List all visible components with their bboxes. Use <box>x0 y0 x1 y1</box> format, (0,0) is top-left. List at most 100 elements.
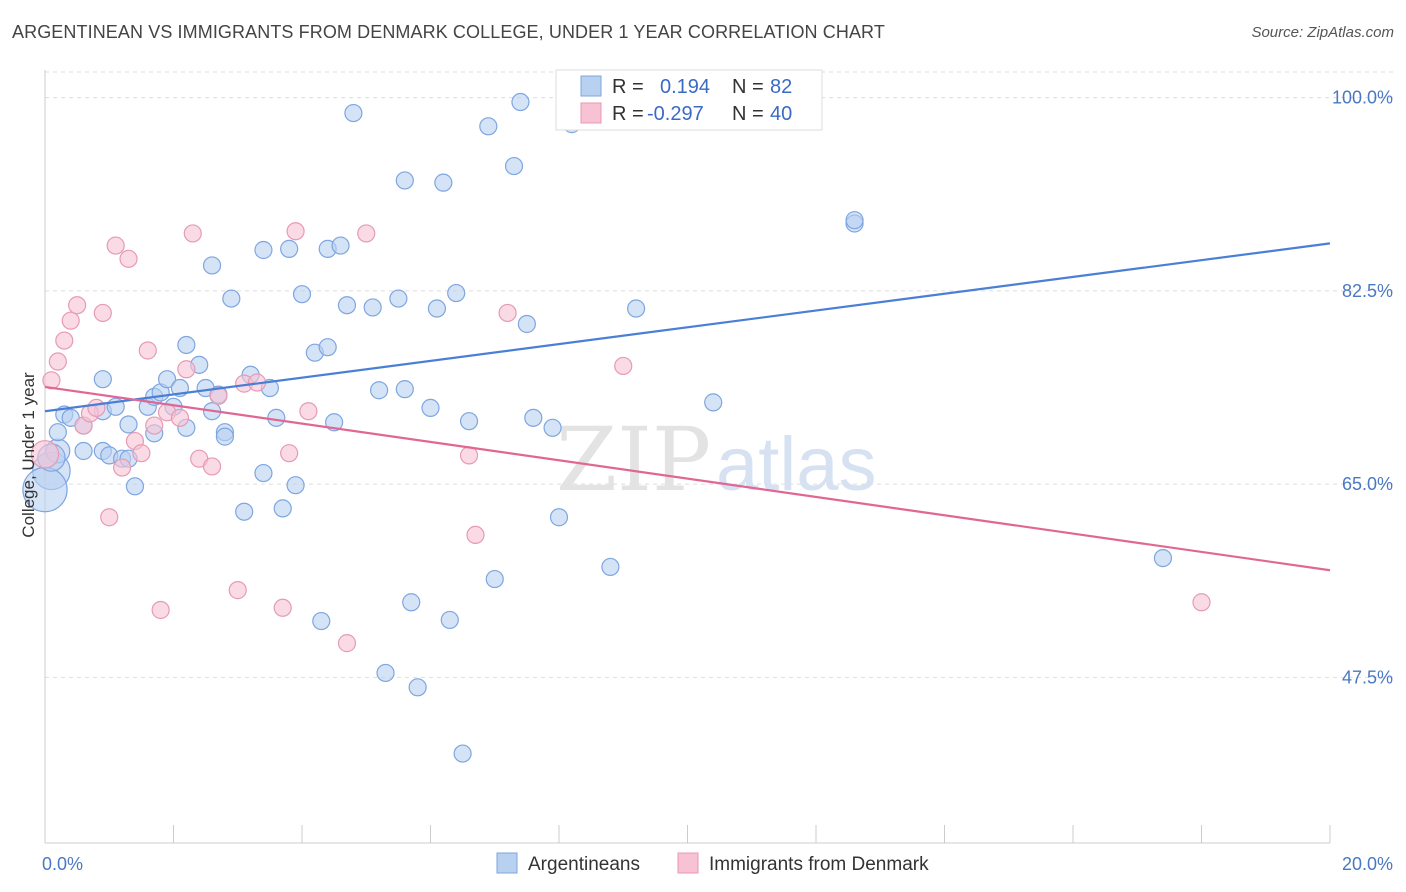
point-argentineans-41 <box>286 476 305 495</box>
point-argentineans-75 <box>626 299 646 318</box>
point-argentineans-27 <box>202 256 222 275</box>
point-argentineans-32 <box>222 289 241 308</box>
point-argentineans-61 <box>434 173 453 192</box>
point-argentineans-60 <box>427 299 447 318</box>
point-argentineans-35 <box>254 463 273 483</box>
point-argentineans-36 <box>254 240 273 260</box>
legend-bottom-swatch-pink <box>677 852 699 874</box>
source-label: Source: ZipAtlas.com <box>1251 24 1394 41</box>
point-argentineans-69 <box>511 92 530 112</box>
legend-swatch-blue <box>580 75 602 97</box>
point-argentineans-79 <box>1153 548 1173 568</box>
point-denmark-33 <box>337 634 357 653</box>
point-denmark-32 <box>299 402 318 421</box>
legend-r-label-2: R = <box>612 103 644 125</box>
legend-bottom-label-blue: Argentineans <box>528 854 640 875</box>
point-argentineans-55 <box>395 171 414 190</box>
point-denmark-35 <box>459 446 479 465</box>
watermark-atlas: atlas <box>716 422 877 507</box>
y-tick-label-0: 100.0% <box>1332 88 1393 108</box>
point-denmark-5 <box>68 296 87 315</box>
point-denmark-0 <box>30 440 60 469</box>
point-argentineans-63 <box>447 283 466 303</box>
point-argentineans-48 <box>331 236 350 255</box>
legend-n-value-1: 82 <box>770 76 792 98</box>
series-argentineans <box>22 92 1173 763</box>
trend-line-argentineans <box>44 242 1331 413</box>
point-denmark-26 <box>228 581 247 600</box>
point-argentineans-46 <box>318 338 337 357</box>
point-denmark-24 <box>202 457 222 476</box>
point-argentineans-65 <box>459 412 479 431</box>
legend-bottom-label-pink: Immigrants from Denmark <box>709 854 929 875</box>
point-argentineans-56 <box>395 380 414 399</box>
point-argentineans-38 <box>267 408 286 427</box>
point-denmark-22 <box>183 224 202 243</box>
point-argentineans-70 <box>517 314 536 334</box>
legend-n-value-2: 40 <box>770 103 792 125</box>
point-denmark-10 <box>100 508 119 527</box>
chart-title: ARGENTINEAN VS IMMIGRANTS FROM DENMARK C… <box>12 22 885 42</box>
point-denmark-39 <box>1192 593 1211 612</box>
point-denmark-17 <box>145 416 164 435</box>
point-argentineans-76 <box>704 393 723 412</box>
y-tick-label-1: 82.5% <box>1342 281 1393 301</box>
point-denmark-20 <box>170 408 190 427</box>
point-argentineans-53 <box>376 663 395 683</box>
x-tick-label-1: 20.0% <box>1342 854 1393 874</box>
legend-r-label-1: R = <box>612 76 644 98</box>
point-denmark-16 <box>138 341 157 360</box>
point-argentineans-49 <box>337 296 357 315</box>
point-argentineans-73 <box>549 508 569 527</box>
legend-n-label-1: N = <box>732 76 764 98</box>
point-argentineans-71 <box>524 408 543 427</box>
point-argentineans-57 <box>402 593 421 612</box>
legend-r-value-1: 0.194 <box>660 76 710 98</box>
point-argentineans-72 <box>543 418 562 437</box>
watermark-zip: ZIP <box>556 408 711 511</box>
point-argentineans-39 <box>273 499 292 518</box>
point-denmark-31 <box>286 222 305 241</box>
point-argentineans-68 <box>504 156 524 176</box>
point-argentineans-64 <box>453 744 472 763</box>
watermark: ZIP atlas <box>556 408 877 511</box>
y-axis-label: College, Under 1 year <box>19 372 38 538</box>
point-denmark-30 <box>280 444 299 463</box>
point-denmark-3 <box>55 331 74 350</box>
point-denmark-36 <box>466 525 485 545</box>
point-argentineans-50 <box>344 103 363 123</box>
point-argentineans-58 <box>408 678 427 697</box>
point-argentineans-54 <box>389 289 408 308</box>
point-argentineans-51 <box>363 298 382 317</box>
point-denmark-8 <box>87 398 106 418</box>
legend-bottom-swatch-blue <box>496 852 518 874</box>
point-denmark-12 <box>112 458 132 477</box>
point-denmark-18 <box>151 600 170 620</box>
point-argentineans-40 <box>280 239 299 258</box>
point-argentineans-44 <box>312 611 331 631</box>
point-denmark-13 <box>119 249 138 268</box>
point-argentineans-52 <box>370 381 389 400</box>
tick-labels: 100.0% 82.5% 65.0% 47.5% 0.0% 20.0% <box>42 88 1393 874</box>
point-denmark-11 <box>106 236 125 255</box>
point-argentineans-66 <box>479 117 498 136</box>
point-denmark-2 <box>48 352 67 371</box>
point-argentineans-6 <box>74 441 93 461</box>
legend-bottom: Argentineans Immigrants from Denmark <box>496 852 929 875</box>
point-argentineans-78 <box>845 211 864 230</box>
point-argentineans-13 <box>119 415 138 434</box>
legend-n-label-2: N = <box>732 103 764 125</box>
point-argentineans-67 <box>485 569 504 589</box>
point-denmark-4 <box>61 311 80 330</box>
point-argentineans-24 <box>177 335 196 355</box>
point-denmark-34 <box>357 224 376 243</box>
point-denmark-37 <box>498 303 517 323</box>
point-argentineans-59 <box>421 398 440 418</box>
trend-line-denmark <box>44 385 1331 572</box>
series-denmark <box>30 222 1211 653</box>
point-argentineans-42 <box>292 285 312 304</box>
trend-lines <box>44 242 1331 572</box>
legend-r-value-2: -0.297 <box>647 103 704 125</box>
point-argentineans-15 <box>125 477 145 496</box>
